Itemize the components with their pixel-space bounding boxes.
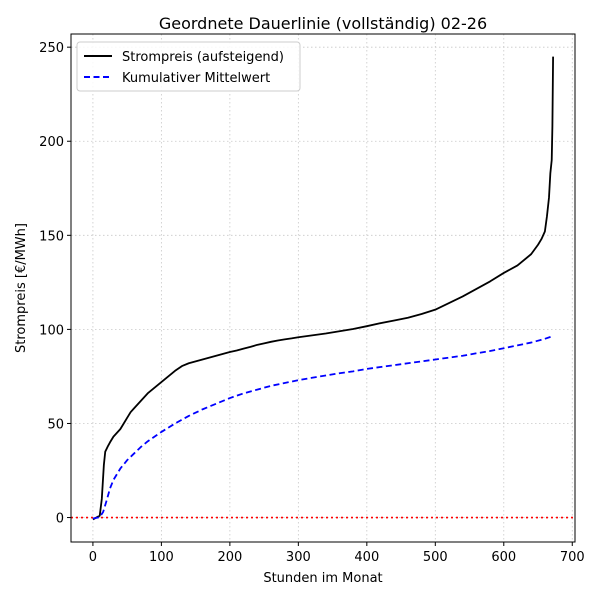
grid xyxy=(71,34,575,542)
y-tick-label: 50 xyxy=(47,417,64,432)
x-tick-label: 200 xyxy=(217,550,242,565)
legend: Strompreis (aufsteigend) Kumulativer Mit… xyxy=(76,41,301,92)
x-tick-label: 300 xyxy=(286,550,311,565)
y-axis-label: Strompreis [€/MWh] xyxy=(14,223,29,353)
y-tick-label: 150 xyxy=(39,229,64,244)
series-group xyxy=(92,56,554,521)
legend-label-kumulativer-mittelwert: Kumulativer Mittelwert xyxy=(122,71,270,86)
x-tick-label: 500 xyxy=(423,550,448,565)
y-tick-label: 250 xyxy=(39,41,64,56)
x-tick-label: 400 xyxy=(354,550,379,565)
legend-box xyxy=(76,41,301,92)
y-tick-label: 0 xyxy=(56,512,64,527)
y-tick-label: 100 xyxy=(39,323,64,338)
x-tick-label: 100 xyxy=(149,550,174,565)
series-line-kumulativer-mittelwert xyxy=(92,335,554,520)
x-axis-label: Stunden im Monat xyxy=(263,571,382,586)
y-tick-label: 200 xyxy=(39,135,64,150)
x-tick-label: 700 xyxy=(560,550,585,565)
x-tick-label: 600 xyxy=(491,550,516,565)
plot-frame xyxy=(70,33,576,543)
ticks: 0 100 200 300 400 500 600 700 0 50 100 150 200 250 xyxy=(39,41,585,565)
chart-title: Geordnete Dauerlinie (vollständig) 02-26 xyxy=(159,14,487,33)
x-tick-label: 0 xyxy=(89,550,97,565)
legend-label-strompreis: Strompreis (aufsteigend) xyxy=(122,50,284,65)
series-line-strompreis xyxy=(92,56,554,521)
